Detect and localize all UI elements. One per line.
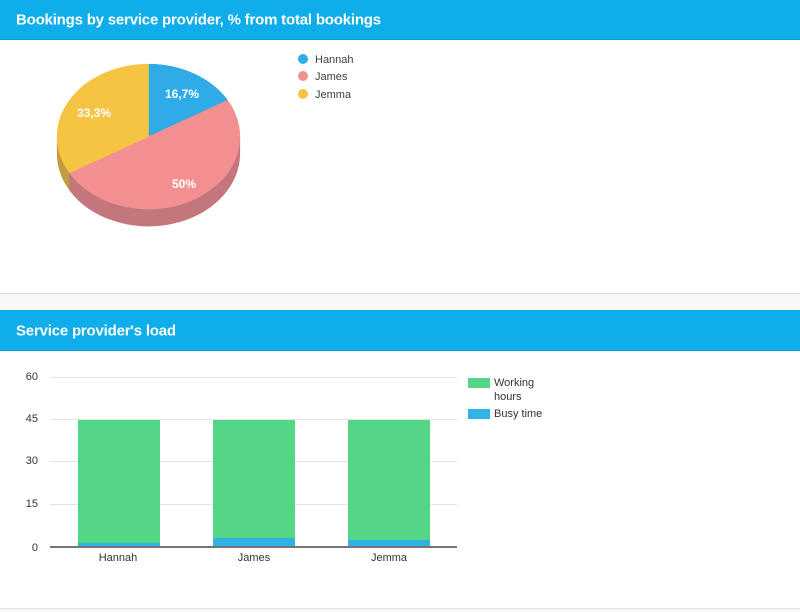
svg-text:33,3%: 33,3% [77, 106, 111, 120]
svg-text:16,7%: 16,7% [165, 87, 199, 101]
svg-text:50%: 50% [172, 177, 196, 191]
